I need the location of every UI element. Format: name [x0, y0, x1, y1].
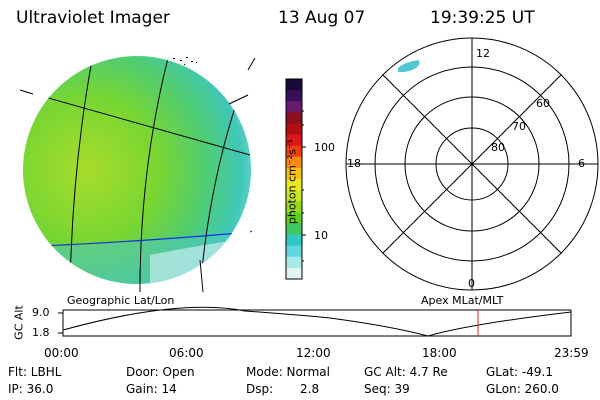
- colorbar-swatch: [286, 234, 302, 247]
- info-door: Door: Open: [126, 365, 195, 379]
- instrument-title: Ultraviolet Imager: [16, 8, 170, 28]
- colorbar-swatch: [286, 212, 302, 224]
- geo-panel-label: Geographic Lat/Lon: [67, 294, 175, 307]
- colorbar-swatch: [286, 256, 302, 269]
- info-seq: Seq: 39: [364, 382, 410, 396]
- info-dsp-label: Dsp:: [246, 382, 274, 396]
- polar-plot: [345, 37, 599, 291]
- colorbar: [285, 78, 303, 280]
- info-glon: GLon: 260.0: [486, 382, 559, 396]
- time-tick-0000: 00:00: [44, 346, 79, 360]
- info-glat: GLat: -49.1: [486, 365, 553, 379]
- geo-lon-line: [69, 59, 93, 284]
- mlt-label-6: 6: [578, 157, 585, 170]
- colorbar-swatch: [286, 267, 302, 280]
- info-filter: Flt: LBHL: [8, 365, 62, 379]
- colorbar-swatch: [286, 90, 302, 102]
- colorbar-swatch: [286, 101, 302, 113]
- info-mode: Mode: Normal: [246, 365, 330, 379]
- info-gain: Gain: 14: [126, 382, 177, 396]
- time-tick-1800: 18:00: [422, 346, 457, 360]
- time-tick-0600: 06:00: [169, 346, 204, 360]
- colorbar-swatch: [286, 190, 302, 202]
- mlt-label-18: 18: [347, 157, 361, 170]
- time-tick-2359: 23:59: [554, 346, 589, 360]
- mlat-label-60: 60: [536, 97, 550, 110]
- altitude-ytick-9: 9.0: [32, 306, 50, 319]
- polar-panel-label: Apex MLat/MLT: [421, 294, 504, 307]
- geographic-image: [19, 56, 256, 293]
- colorbar-swatch: [286, 112, 302, 124]
- colorbar-frame: [285, 78, 303, 280]
- polar-aurora-blob: [398, 60, 420, 73]
- colorbar-swatch: [286, 167, 302, 180]
- altitude-ytick-1-8: 1.8: [32, 326, 50, 339]
- colorbar-tick-10: 10: [314, 229, 328, 242]
- colorbar-swatch: [286, 145, 302, 158]
- colorbar-swatch: [286, 123, 302, 136]
- altitude-plot: [58, 306, 572, 337]
- geo-lon-line: [139, 57, 169, 284]
- info-gc-alt: GC Alt: 4.7 Re: [364, 365, 448, 379]
- colorbar-swatch: [286, 156, 302, 169]
- colorbar-ticks: [302, 110, 306, 262]
- geo-lat-line: [23, 89, 251, 156]
- mlat-label-80: 80: [491, 141, 505, 154]
- altitude-ylabel: GC Alt: [12, 305, 26, 340]
- mlt-label-12: 12: [476, 47, 490, 60]
- colorbar-swatch: [286, 179, 302, 191]
- colorbar-unit-label: photon cm⁻²s⁻¹: [285, 138, 299, 225]
- colorbar-swatch: [286, 201, 302, 213]
- observation-date: 13 Aug 07: [278, 8, 366, 28]
- colorbar-tick-100: 100: [314, 141, 335, 154]
- colorbar-swatch: [286, 79, 302, 91]
- info-dsp-value: 2.8: [300, 382, 320, 396]
- mlt-label-0: 0: [468, 277, 475, 290]
- time-tick-1200: 12:00: [296, 346, 331, 360]
- observation-time: 19:39:25 UT: [430, 8, 535, 28]
- mlat-label-70: 70: [512, 120, 526, 133]
- colorbar-swatch: [286, 223, 302, 236]
- info-ip: IP: 36.0: [8, 382, 54, 396]
- colorbar-swatch: [286, 134, 302, 147]
- colorbar-swatch: [286, 245, 302, 258]
